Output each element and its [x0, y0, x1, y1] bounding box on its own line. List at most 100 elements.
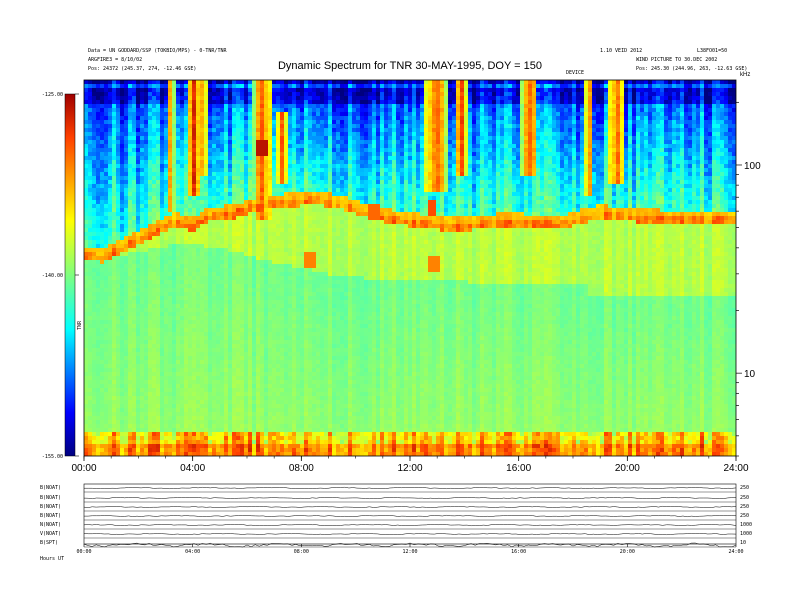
spectrogram-cell: [256, 80, 261, 85]
spectrogram-cell: [112, 300, 117, 305]
spectrogram-cell: [160, 312, 165, 317]
spectrogram-cell: [156, 376, 161, 381]
spectrogram-cell: [184, 108, 189, 113]
spectrogram-cell: [212, 96, 217, 101]
spectrogram-cell: [176, 364, 181, 369]
spectrogram-cell: [284, 320, 289, 325]
spectrogram-cell: [280, 380, 285, 385]
spectrogram-cell: [120, 172, 125, 177]
spectrogram-cell: [108, 384, 113, 389]
spectrogram-cell: [268, 404, 273, 409]
spectrogram-cell: [124, 264, 129, 269]
spectrogram-cell: [292, 320, 297, 325]
spectrogram-cell: [148, 152, 153, 157]
spectrogram-cell: [228, 320, 233, 325]
spectrogram-cell: [244, 388, 249, 393]
spectrogram-cell: [220, 432, 225, 437]
spectrogram-cell: [84, 336, 89, 341]
spectrogram-cell: [260, 84, 265, 89]
spectrogram-cell: [288, 276, 293, 281]
spectrogram-cell: [232, 136, 237, 141]
spectrogram-cell: [260, 408, 265, 413]
spectrogram-cell: [212, 200, 217, 205]
spectrogram-cell: [172, 360, 177, 365]
spectrogram-cell: [216, 160, 221, 165]
spectrogram-cell: [204, 420, 209, 425]
spectrogram-cell: [112, 120, 117, 125]
spectrogram-cell: [240, 84, 245, 89]
spectrogram-cell: [280, 240, 285, 245]
spectrogram-cell: [104, 352, 109, 357]
spectrogram-cell: [116, 396, 121, 401]
spectrogram-cell: [208, 392, 213, 397]
spectrogram-cell: [164, 452, 169, 456]
spectrogram-cell: [120, 244, 125, 249]
spectrogram-cell: [152, 288, 157, 293]
spectrogram-cell: [272, 192, 277, 197]
spectrogram-cell: [236, 192, 241, 197]
spectrogram-cell: [236, 380, 241, 385]
spectrogram-cell: [116, 156, 121, 161]
spectrogram-cell: [240, 344, 245, 349]
spectrogram-cell: [112, 188, 117, 193]
spectrogram-cell: [168, 412, 173, 417]
spectrogram-cell: [152, 104, 157, 109]
spectrogram-cell: [132, 360, 137, 365]
spectrogram-cell: [92, 116, 97, 121]
spectrogram-cell: [236, 376, 241, 381]
spectrogram-cell: [224, 392, 229, 397]
spectrogram-cell: [252, 400, 257, 405]
spectrogram-cell: [224, 416, 229, 421]
spectrogram-cell: [96, 340, 101, 345]
spectrogram-cell: [160, 124, 165, 129]
spectrogram-cell: [136, 132, 141, 137]
spectrogram-cell: [96, 432, 101, 437]
spectrogram-cell: [172, 264, 177, 269]
spectrogram-cell: [268, 300, 273, 305]
spectrogram-cell: [188, 324, 193, 329]
spectrogram-cell: [244, 444, 249, 449]
spectrogram-cell: [240, 412, 245, 417]
spectrogram-cell: [100, 220, 105, 225]
spectrogram-cell: [92, 440, 97, 445]
spectrogram-cell: [132, 112, 137, 117]
spectrogram-cell: [252, 316, 257, 321]
spectrogram-cell: [140, 372, 145, 377]
spectrogram-cell: [184, 240, 189, 245]
spectrogram-cell: [148, 112, 153, 117]
spectrogram-cell: [180, 196, 185, 201]
spectrogram-cell: [108, 112, 113, 117]
spectrogram-cell: [292, 268, 297, 273]
spectrogram-cell: [280, 392, 285, 397]
spectrogram-cell: [176, 452, 181, 456]
spectrogram-cell: [88, 84, 93, 89]
spectrogram-cell: [100, 368, 105, 373]
spectrogram-cell: [172, 200, 177, 205]
spectrogram-cell: [208, 344, 213, 349]
spectrogram-cell: [128, 424, 133, 429]
spectrogram-cell: [96, 104, 101, 109]
spectrogram-cell: [108, 288, 113, 293]
spectrogram-cell: [132, 132, 137, 137]
spectrogram-cell: [288, 444, 293, 449]
spectrogram-cell: [132, 328, 137, 333]
spectrogram-cell: [276, 452, 281, 456]
spectrogram-cell: [84, 208, 89, 213]
spectrogram-cell: [180, 308, 185, 313]
spectrogram-cell: [92, 396, 97, 401]
spectrogram-cell: [268, 364, 273, 369]
spectrogram-cell: [196, 408, 201, 413]
spectrogram-cell: [116, 276, 121, 281]
spectrogram-cell: [144, 440, 149, 445]
spectrogram-cell: [252, 188, 257, 193]
spectrogram-cell: [84, 252, 89, 257]
spectrogram-cell: [108, 232, 113, 237]
spectrogram-cell: [244, 312, 249, 317]
spectrogram-cell: [152, 372, 157, 377]
spectrogram-cell: [288, 80, 293, 85]
spectrogram-cell: [88, 356, 93, 361]
spectrogram-cell: [228, 220, 233, 225]
spectrogram-cell: [216, 268, 221, 273]
spectrogram-cell: [188, 348, 193, 353]
spectrogram-cell: [244, 320, 249, 325]
